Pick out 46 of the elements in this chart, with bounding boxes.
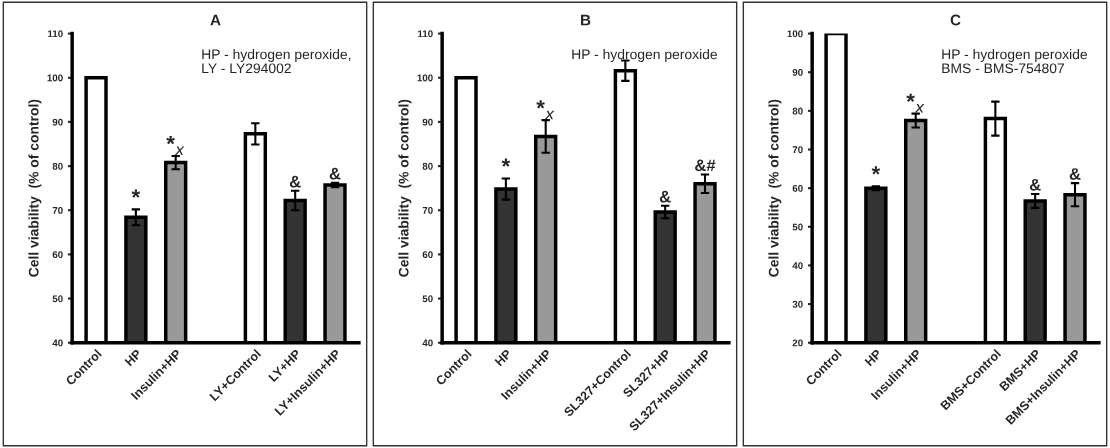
y-axis-title: Cell viability (% of control) [398,99,412,277]
annotation: HP - hydrogen peroxide BMS - BMS-754807 [942,49,1088,74]
annotation: & [329,167,341,180]
annotation: * [501,158,511,167]
annotation: & [289,175,301,188]
chart-title: A [210,14,221,26]
y-tick-label: 70 [792,146,803,154]
y-tick-label: 110 [418,30,433,38]
annotation: &# [695,159,716,172]
y-tick-label: 100 [417,74,433,82]
annotation: *$_{x}$ [166,135,185,155]
chart-title: B [581,14,591,26]
chart-title: C [950,14,961,26]
y-tick-label: 40 [792,262,803,270]
annotation: *$_{x}$ [906,93,925,113]
annotation: HP - hydrogen peroxide, LY - LY294002 [202,49,351,74]
y-tick-label: 60 [52,251,63,259]
annotation: * [871,166,881,175]
y-axis-title: Cell viability (% of control) [768,99,782,277]
y-tick-label: 100 [47,74,63,82]
y-tick-label: 90 [792,68,803,76]
y-tick-label: 90 [422,118,433,126]
y-tick-label: 70 [422,206,433,214]
y-tick-label: 50 [422,295,433,303]
y-tick-label: 100 [787,30,803,38]
y-tick-label: 80 [52,162,63,170]
y-tick-label: 50 [792,223,803,231]
y-tick-label: 40 [422,339,433,347]
annotation: & [1029,178,1041,191]
annotation: & [1069,168,1081,180]
y-tick-label: 80 [422,162,433,170]
y-tick-label: 60 [422,251,433,259]
y-tick-label: 30 [792,300,803,308]
annotation: HP - hydrogen peroxide [572,49,718,62]
annotation: *$_{x}$ [536,100,555,120]
y-tick-label: 40 [52,339,63,347]
annotation: & [659,190,671,203]
y-tick-label: 70 [52,206,63,214]
y-tick-label: 110 [48,30,63,38]
y-tick-label: 80 [792,107,803,115]
y-axis-title: Cell viability (% of control) [28,99,42,277]
y-tick-label: 90 [52,118,63,126]
y-tick-label: 60 [792,184,803,192]
y-tick-label: 20 [792,339,803,347]
annotation: * [131,189,141,198]
y-tick-label: 50 [52,295,63,303]
